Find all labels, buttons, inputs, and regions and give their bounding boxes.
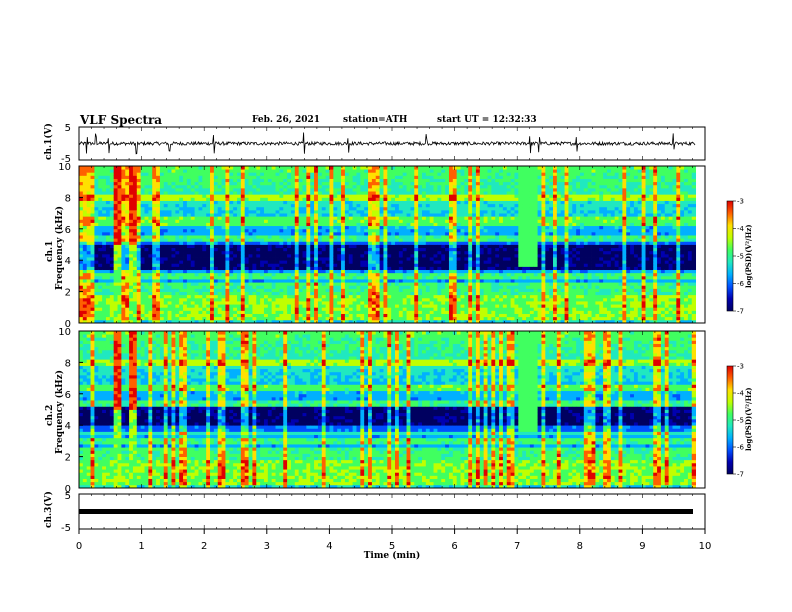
time-xtick: 5 — [389, 541, 395, 552]
ch3-ylabel: ch.3(V) — [43, 491, 54, 528]
colorbar-tick: -7 — [737, 471, 744, 479]
ch1-ylabel-frequency: Frequency (kHz) — [54, 206, 65, 290]
date-label: Feb. 26, 2021 — [252, 115, 321, 125]
x-axis-label: Time (min) — [364, 550, 421, 561]
chart-title: VLF Spectra — [80, 113, 163, 127]
colorbar-tick: -3 — [737, 198, 744, 206]
colorbar-tick: -7 — [737, 308, 744, 316]
ch2-spectrogram-image — [79, 331, 697, 489]
time-xtick: 1 — [138, 541, 144, 552]
time-xtick: 4 — [326, 541, 332, 552]
ch3-ytick: -5 — [61, 523, 71, 534]
ch2-colorbar: -3 -4 -5 -6 -7 log(PSD)(V²/Hz) — [726, 363, 753, 479]
time-xtick: 8 — [577, 541, 583, 552]
ch1-colorbar: -3 -4 -5 -6 -7 log(PSD)(V²/Hz) — [726, 198, 753, 316]
time-xtick: 3 — [264, 541, 270, 552]
time-xtick: 10 — [699, 541, 712, 552]
frequency-ytick: 4 — [65, 256, 71, 267]
colorbar-tick: -4 — [737, 390, 745, 398]
ch1-ylabel: ch.1(V) — [43, 123, 54, 160]
time-xtick: 0 — [76, 541, 82, 552]
ch1-spectrogram-panel: 0 2 4 6 8 10 ch.1 Frequency (kHz) — [45, 162, 706, 330]
time-xtick: 6 — [451, 541, 457, 552]
ch1-waveform-panel: 5 -5 ch.1(V) — [43, 123, 706, 165]
frequency-ytick: 8 — [65, 193, 71, 204]
frequency-ytick: 2 — [65, 453, 71, 464]
frequency-ytick: 8 — [65, 358, 71, 369]
time-xtick: 2 — [201, 541, 207, 552]
ch1-ytick: -5 — [61, 154, 71, 165]
frequency-ytick: 6 — [65, 390, 71, 401]
colorbar-tick: -5 — [737, 417, 744, 425]
ch1-ytick: 5 — [65, 123, 71, 134]
colorbar-tick: -3 — [737, 363, 744, 371]
colorbar-tick: -6 — [737, 444, 745, 452]
frequency-ytick: 2 — [65, 288, 71, 299]
start-time-label: start UT = 12:32:33 — [437, 115, 537, 125]
frequency-ytick: 10 — [58, 162, 71, 173]
ch1-spectrogram-image — [79, 166, 697, 324]
time-xtick: 9 — [639, 541, 645, 552]
ch2-colorbar-label: log(PSD)(V²/Hz) — [744, 387, 753, 451]
station-label: station=ATH — [343, 115, 408, 125]
frequency-ytick: 0 — [65, 484, 71, 495]
ch2-spectrogram-panel: 0 2 4 6 8 10 ch.2 Frequency (kHz) — [45, 327, 706, 495]
ch3-waveform-panel: 5 -5 ch.3(V) 0 1 2 3 4 5 6 7 8 9 10 Time (min) — [43, 127, 711, 561]
ch1-waveform-trace — [78, 132, 696, 155]
ch1-ylabel-channel: ch.1 — [45, 241, 55, 262]
ch3-ytick: 5 — [65, 491, 71, 502]
colorbar-tick: -6 — [737, 280, 745, 288]
time-xtick: 7 — [514, 541, 520, 552]
colorbar-tick: -5 — [737, 253, 744, 261]
frequency-ytick: 6 — [65, 225, 71, 236]
frequency-ytick: 0 — [65, 319, 71, 330]
ch1-colorbar-label: log(PSD)(V²/Hz) — [744, 224, 753, 288]
frequency-ytick: 4 — [65, 421, 71, 432]
ch2-ylabel-channel: ch.2 — [45, 405, 55, 426]
ch2-ylabel-frequency: Frequency (kHz) — [54, 370, 65, 454]
ch3-waveform-trace — [79, 509, 693, 514]
colorbar-tick: -4 — [737, 225, 745, 233]
frequency-ytick: 10 — [58, 327, 71, 338]
